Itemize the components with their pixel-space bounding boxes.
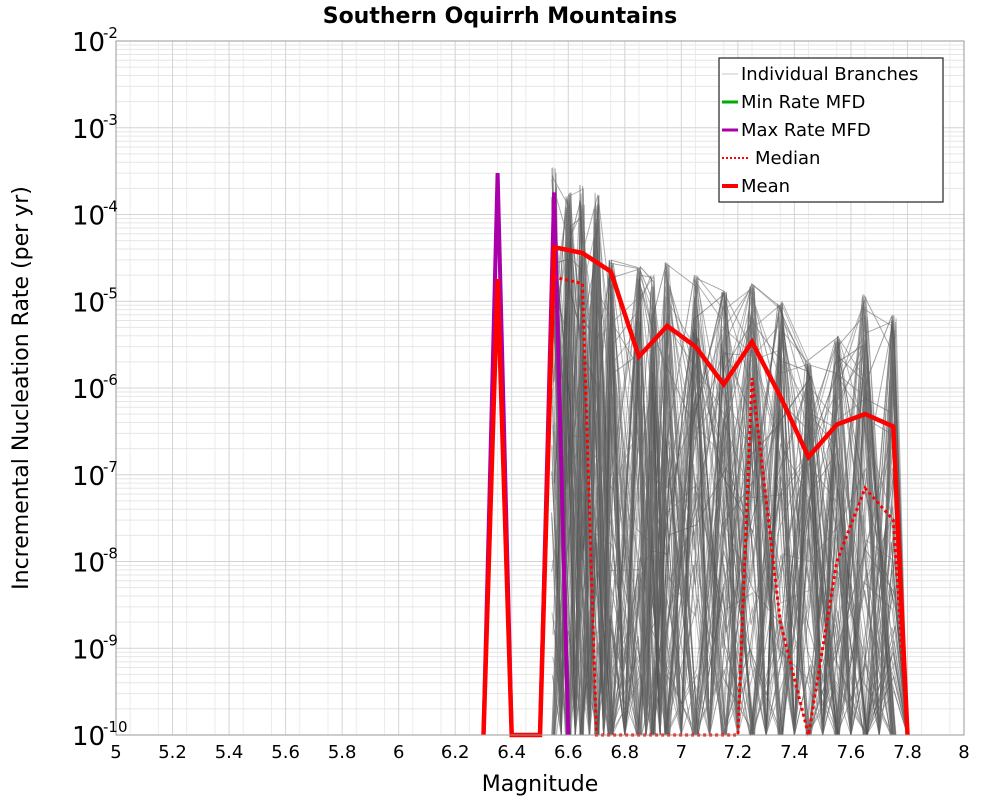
y-tick-label: 10 <box>72 549 105 579</box>
y-tick-label: 10 <box>72 202 105 232</box>
legend: Individual Branches Min Rate MFD Max Rat… <box>718 57 944 203</box>
y-tick-exponent: -4 <box>103 198 118 216</box>
x-axis-ticks: 5 5.2 5.4 5.6 5.8 6 6.2 6.4 6.6 6.8 7 7.2 7.4 7.6 7.8 8 <box>110 742 969 763</box>
y-tick-label: 10 <box>72 462 105 492</box>
y-tick-label: 10 <box>72 722 105 752</box>
y-tick-exponent: -6 <box>103 371 118 389</box>
x-tick-label: 7.6 <box>837 742 866 763</box>
y-tick-label: 10 <box>72 115 105 145</box>
branch-line <box>552 245 908 736</box>
legend-box <box>718 57 944 203</box>
legend-label-mean: Mean <box>741 176 790 197</box>
x-axis-label: Magnitude <box>482 772 599 797</box>
y-tick-exponent: -8 <box>103 545 118 563</box>
x-tick-label: 5 <box>110 742 121 763</box>
x-tick-label: 7.4 <box>780 742 809 763</box>
y-tick-exponent: -10 <box>103 718 128 736</box>
y-tick-exponent: -7 <box>103 458 118 476</box>
x-tick-label: 6 <box>393 742 404 763</box>
y-axis-label: Incremental Nucleation Rate (per yr) <box>9 186 34 590</box>
branch-line <box>551 206 908 736</box>
x-tick-label: 7 <box>676 742 687 763</box>
x-tick-label: 6.6 <box>554 742 583 763</box>
legend-label-median: Median <box>755 148 820 169</box>
y-tick-exponent: -9 <box>103 631 118 649</box>
y-tick-label: 10 <box>72 288 105 318</box>
y-tick-exponent: -2 <box>103 24 118 42</box>
chart-title: Southern Oquirrh Mountains <box>323 4 678 29</box>
x-tick-label: 6.2 <box>441 742 470 763</box>
y-tick-label: 10 <box>72 375 105 405</box>
legend-label-max: Max Rate MFD <box>741 120 871 141</box>
x-tick-label: 6.8 <box>610 742 639 763</box>
x-tick-label: 7.2 <box>724 742 753 763</box>
x-tick-label: 7.8 <box>893 742 922 763</box>
plot-frame <box>115 40 965 736</box>
x-tick-label: 5.6 <box>271 742 300 763</box>
legend-label-branches: Individual Branches <box>741 64 918 85</box>
x-tick-label: 6.4 <box>497 742 526 763</box>
y-tick-exponent: -3 <box>103 111 118 129</box>
legend-label-min: Min Rate MFD <box>741 92 865 113</box>
x-tick-label: 5.4 <box>215 742 244 763</box>
x-tick-label: 5.8 <box>328 742 357 763</box>
x-tick-label: 8 <box>958 742 969 763</box>
branch-line <box>555 328 908 736</box>
y-tick-label: 10 <box>72 28 105 58</box>
y-tick-exponent: -5 <box>103 284 118 302</box>
x-tick-label: 5.2 <box>158 742 187 763</box>
y-tick-label: 10 <box>72 635 105 665</box>
